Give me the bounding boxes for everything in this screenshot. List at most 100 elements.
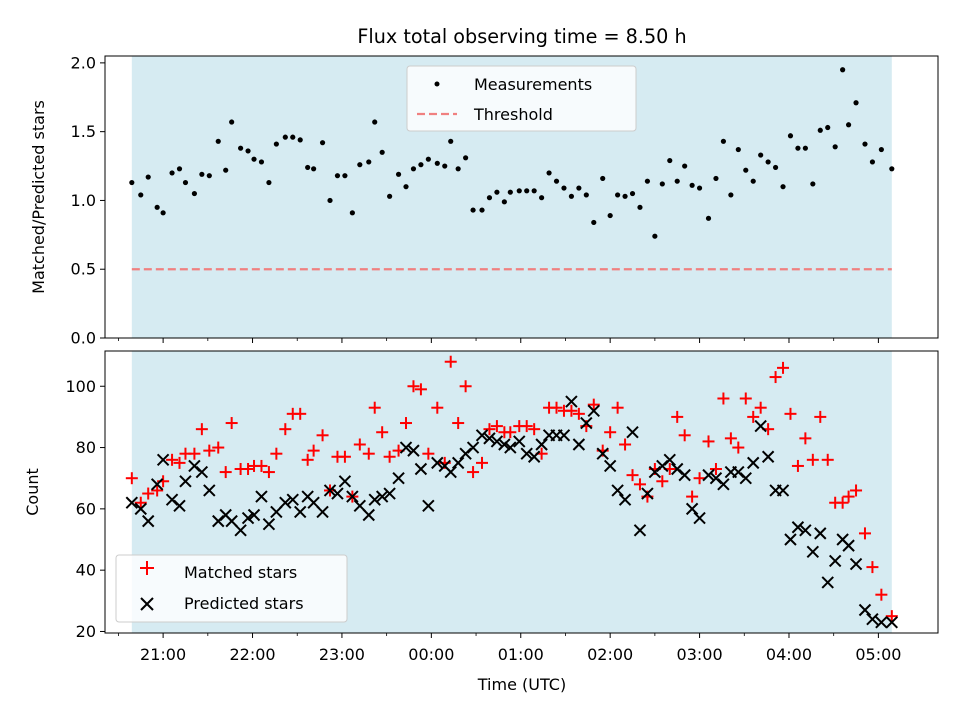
matched-star-point <box>142 487 155 500</box>
predicted-star-point <box>754 419 767 433</box>
y-tick-label: 1.0 <box>71 191 96 210</box>
matched-star-point <box>791 459 804 472</box>
y-tick-label: 60 <box>76 499 96 518</box>
x-tick-label: 02:00 <box>587 645 633 664</box>
predicted-star-point <box>633 524 647 537</box>
measurement-point <box>305 164 311 171</box>
matched-star-point <box>414 383 427 396</box>
measurement-point <box>463 155 469 161</box>
matched-star-point <box>875 588 888 601</box>
x-tick-label: 01:00 <box>498 645 544 664</box>
legend-matched-label: Matched stars <box>184 563 297 582</box>
top-legend-box <box>406 65 637 132</box>
measurement-point <box>735 146 741 153</box>
measurement-point <box>238 145 244 151</box>
matched-star-point <box>626 469 639 482</box>
measurement-point <box>758 152 764 158</box>
measurement-point <box>832 144 838 150</box>
predicted-star-point <box>241 511 255 525</box>
matched-star-point <box>459 380 472 393</box>
measurement-point <box>507 189 513 195</box>
predicted-star-point <box>784 533 797 546</box>
measurement-point <box>349 210 355 216</box>
measurement-point <box>160 210 166 216</box>
predicted-star-point <box>776 484 790 497</box>
measurement-point <box>561 185 567 191</box>
matched-star-point <box>134 496 147 509</box>
measurement-point <box>772 164 779 171</box>
matched-star-point <box>270 447 283 460</box>
measurement-point <box>479 207 485 213</box>
matched-star-point <box>400 417 413 430</box>
measurement-point <box>486 195 493 201</box>
matched-star-point <box>338 450 351 463</box>
measurement-point <box>206 173 212 179</box>
matched-star-point <box>520 420 533 433</box>
measurement-point <box>750 178 756 184</box>
matched-star-point <box>383 450 396 463</box>
predicted-star-point <box>490 435 504 448</box>
matched-star-point <box>431 401 444 414</box>
predicted-star-point <box>156 453 170 467</box>
predicted-star-point <box>702 468 715 482</box>
predicted-star-point <box>203 484 216 497</box>
measurement-point <box>637 204 643 210</box>
bottom-legend: Matched stars Predicted stars <box>115 554 348 623</box>
predicted-star-point <box>255 490 268 503</box>
measurement-point <box>878 146 884 153</box>
measurement-point <box>629 190 636 197</box>
measurement-point <box>615 192 621 198</box>
y-tick-label: 0.5 <box>71 260 96 279</box>
measurement-point <box>713 175 719 182</box>
measurement-point <box>869 159 876 165</box>
measurement-point <box>825 124 831 131</box>
measurement-point <box>765 159 771 165</box>
measurement-point <box>583 192 589 198</box>
matched-star-point <box>799 432 812 445</box>
matched-star-point <box>279 423 292 436</box>
top-y-axis-label: Matched/Predicted stars <box>29 100 48 294</box>
measurement-point <box>395 171 402 177</box>
chart-title: Flux total observing time = 8.50 h <box>357 25 686 48</box>
predicted-star-point <box>375 490 389 503</box>
legend-matched-marker <box>140 561 154 575</box>
measurement-point <box>403 184 409 190</box>
predicted-star-point <box>392 471 405 485</box>
measurement-point <box>191 190 198 197</box>
measurement-point <box>223 167 229 173</box>
measurement-point <box>455 166 461 172</box>
x-tick-label: 00:00 <box>408 645 454 664</box>
measurement-point <box>282 134 288 140</box>
measurement-point <box>600 175 606 182</box>
predicted-star-point <box>142 514 155 528</box>
measurement-point <box>470 207 476 213</box>
y-tick-label: 1.5 <box>71 122 96 141</box>
measurement-point <box>199 171 205 177</box>
measurement-point <box>448 138 454 144</box>
measurement-point <box>795 145 801 151</box>
predicted-star-point <box>663 453 676 467</box>
measurement-point <box>342 173 348 179</box>
x-tick-label: 23:00 <box>319 645 365 664</box>
predicted-star-point <box>338 475 352 488</box>
measurement-point <box>644 178 651 184</box>
top-panel-frame <box>104 55 939 339</box>
predicted-star-point <box>527 450 541 463</box>
bottom-panel: 20 40 60 80 100 21:00 22:00 23:00 00:00 01:00 02:… <box>23 350 939 694</box>
predicted-star-point <box>603 459 617 473</box>
legend-predicted-label: Predicted stars <box>184 594 304 613</box>
measurement-point <box>251 156 257 162</box>
matched-star-point <box>219 466 232 479</box>
measurement-point <box>862 141 868 147</box>
matched-star-point <box>407 380 420 393</box>
measurement-point <box>169 170 175 176</box>
predicted-star-point <box>368 493 381 506</box>
y-tick-label: 80 <box>76 438 96 457</box>
matched-star-point <box>604 426 617 439</box>
predicted-star-point <box>678 468 691 482</box>
matched-star-point <box>702 435 715 448</box>
measurement-point <box>682 163 688 169</box>
measurement-point <box>311 166 317 172</box>
matched-star-point <box>368 401 381 414</box>
